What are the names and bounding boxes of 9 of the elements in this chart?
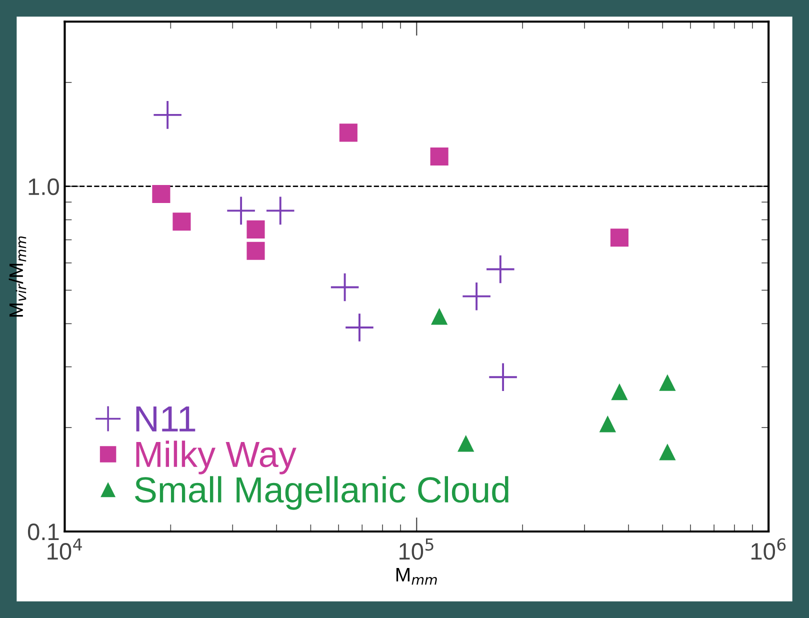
legend-label: Small Magellanic Cloud	[134, 476, 508, 510]
y-axis-title: M$_{vir}$/M$_{mm}$	[8, 236, 26, 317]
legend-label: N11	[136, 406, 196, 432]
x-tick-label: 10$^{6}$	[751, 538, 786, 560]
legend-label: Milky Way	[136, 440, 296, 474]
x-tick-label: 10$^{5}$	[400, 538, 434, 560]
x-axis-title: M$_{mm}$	[396, 568, 437, 585]
y-tick-label: 0.1	[28, 524, 59, 540]
y-tick-label: 1.0	[28, 178, 59, 196]
